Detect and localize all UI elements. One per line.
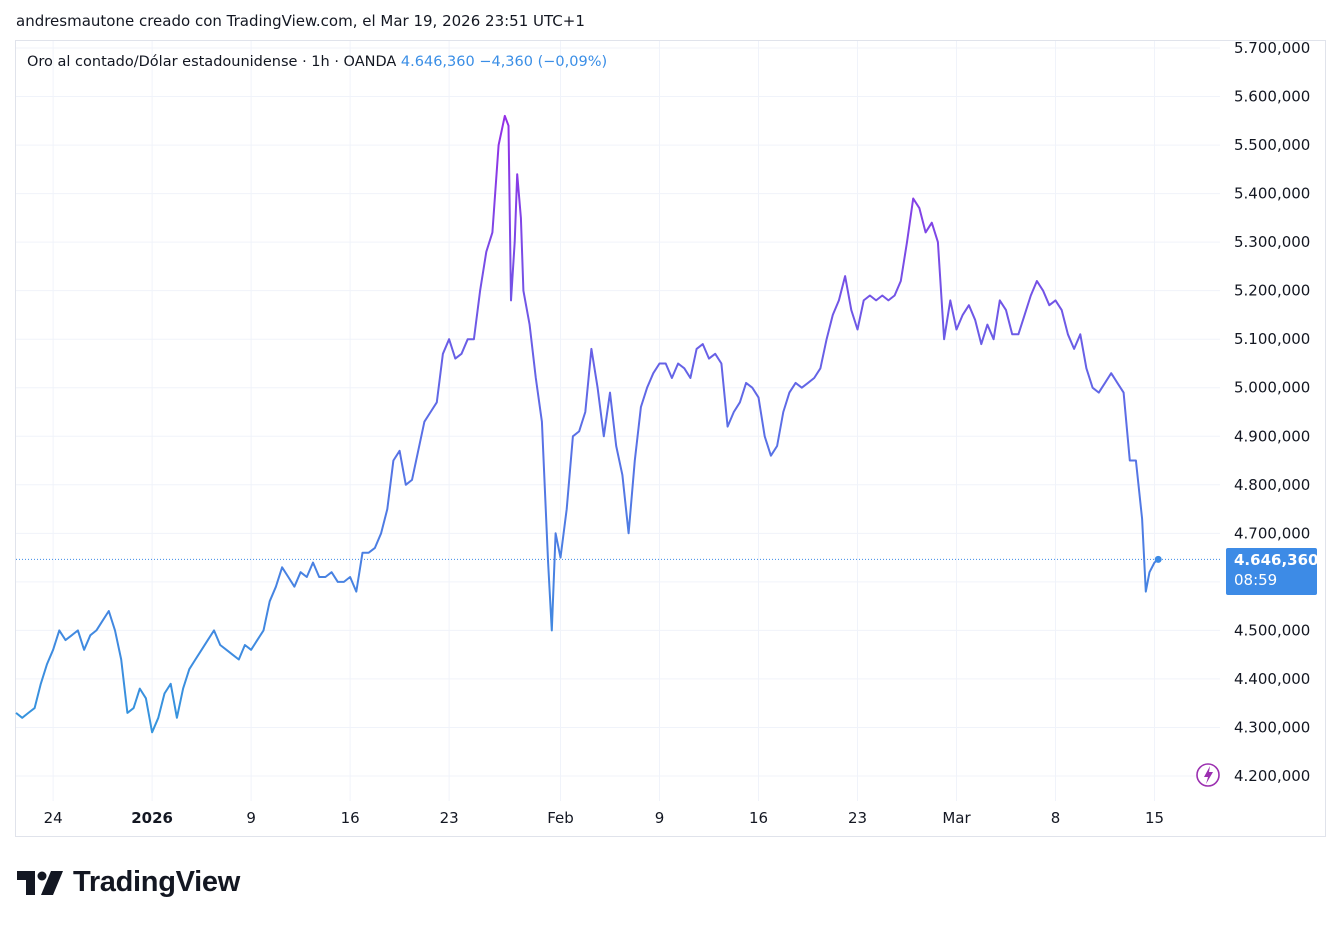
x-axis: 24 2026 9 16 23 Feb 9 16 23 Mar 8 15 — [44, 809, 1164, 827]
tradingview-wordmark: TradingView — [73, 866, 240, 898]
x-tick-label: 9 — [655, 809, 665, 827]
y-tick-label: 5.700,000 — [1234, 39, 1310, 57]
y-tick-label: 5.100,000 — [1234, 330, 1310, 348]
y-tick-label: 5.000,000 — [1234, 379, 1310, 397]
y-tick-label: 5.300,000 — [1234, 233, 1310, 251]
x-tick-label: 24 — [44, 809, 63, 827]
y-tick-label: 5.500,000 — [1234, 136, 1310, 154]
x-tick-label: Feb — [547, 809, 574, 827]
x-tick-label: 2026 — [131, 809, 173, 827]
y-tick-label: 5.600,000 — [1234, 88, 1310, 106]
legend-change: −4,360 (−0,09%) — [479, 54, 608, 70]
y-tick-label: 4.500,000 — [1234, 621, 1310, 639]
x-tick-label: 23 — [848, 809, 867, 827]
legend-last-price: 4.646,360 — [400, 54, 475, 70]
y-tick-label: 5.400,000 — [1234, 185, 1310, 203]
flash-icon[interactable] — [1196, 763, 1220, 787]
y-tick-label: 4.800,000 — [1234, 476, 1310, 494]
price-series-line — [15, 114, 1159, 734]
x-tick-label: 16 — [341, 809, 360, 827]
price-label-value: 4.646,360 — [1234, 551, 1318, 569]
legend-sep: · — [334, 54, 339, 70]
legend-exchange: OANDA — [343, 54, 397, 70]
chart-frame[interactable] — [15, 40, 1326, 837]
y-tick-label: 4.300,000 — [1234, 718, 1310, 736]
legend-interval: 1h — [311, 54, 330, 70]
y-tick-label: 4.400,000 — [1234, 670, 1310, 688]
x-tick-label: 16 — [749, 809, 768, 827]
y-tick-label: 5.200,000 — [1234, 282, 1310, 300]
tradingview-logo[interactable]: TradingView — [17, 866, 240, 899]
y-tick-label: 4.200,000 — [1234, 767, 1310, 785]
price-label: 4.646,360 08:59 — [1226, 548, 1318, 595]
y-axis: 4.200,0004.300,0004.400,0004.500,0004.60… — [1234, 39, 1310, 785]
last-price-dot — [1154, 555, 1162, 563]
legend-sep: · — [302, 54, 307, 70]
x-tick-label: 9 — [246, 809, 256, 827]
y-tick-label: 4.700,000 — [1234, 524, 1310, 542]
tradingview-logo-icon — [17, 870, 63, 895]
price-label-countdown: 08:59 — [1234, 571, 1277, 589]
x-tick-label: 8 — [1051, 809, 1061, 827]
price-label-bg — [1226, 548, 1317, 595]
x-tick-label: 23 — [440, 809, 459, 827]
price-chart[interactable]: 4.200,0004.300,0004.400,0004.500,0004.60… — [0, 0, 1341, 860]
grid — [16, 41, 1220, 801]
legend-symbol: Oro al contado/Dólar estadounidense — [27, 54, 298, 70]
x-tick-label: 15 — [1145, 809, 1164, 827]
attribution: andresmautone creado con TradingView.com… — [16, 12, 585, 30]
legend: Oro al contado/Dólar estadounidense · 1h… — [27, 54, 607, 70]
y-tick-label: 4.900,000 — [1234, 427, 1310, 445]
x-tick-label: Mar — [942, 809, 971, 827]
